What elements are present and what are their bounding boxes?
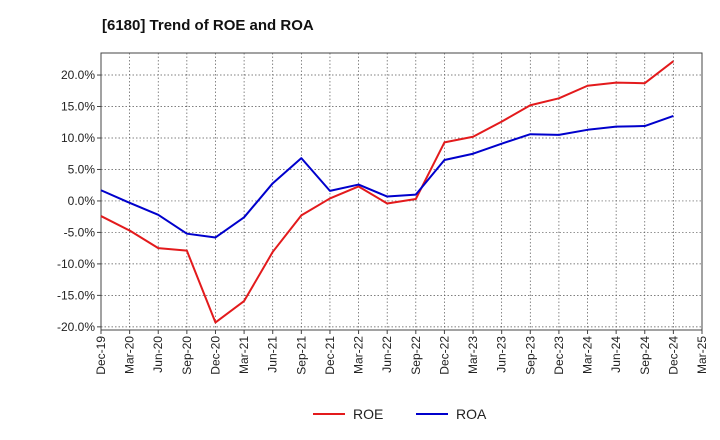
- x-tick-label: Jun-23: [495, 336, 509, 373]
- x-tick-label: Mar-22: [352, 336, 366, 374]
- x-tick-label: Mar-25: [695, 336, 709, 374]
- plot-background: [101, 53, 702, 330]
- plot-area: 20.0% 15.0% 10.0% 5.0% 0.0% -5.0% -10.0% -15.0%…: [57, 52, 709, 375]
- legend-label-roe: ROE: [353, 406, 383, 422]
- x-tick-label: Sep-22: [409, 336, 423, 375]
- x-tick-label: Sep-23: [523, 336, 537, 375]
- x-tick-label: Mar-23: [466, 336, 480, 374]
- series-line-roe: [100, 60, 674, 324]
- y-tick-label: -5.0%: [64, 225, 96, 239]
- x-tick-label: Jun-24: [609, 336, 623, 373]
- y-tick-label: 0.0%: [68, 194, 96, 208]
- series-line-roa: [100, 115, 674, 239]
- x-tick-label: Sep-21: [294, 336, 308, 375]
- x-tick-label: Dec-21: [323, 336, 337, 375]
- y-tick-label: 5.0%: [68, 162, 96, 176]
- x-tick-label: Jun-21: [266, 336, 280, 373]
- legend: ROE ROA: [313, 406, 487, 422]
- chart-title: [6180] Trend of ROE and ROA: [102, 17, 314, 34]
- x-tick-label: Sep-20: [180, 336, 194, 375]
- x-tick-label: Mar-21: [237, 336, 251, 374]
- x-tick-label: Mar-20: [123, 336, 137, 374]
- y-tick-label: 10.0%: [61, 131, 95, 145]
- x-tick-label: Dec-24: [666, 336, 680, 375]
- x-tick-label: Jun-22: [380, 336, 394, 373]
- x-tick-label: Sep-24: [638, 336, 652, 375]
- x-tick-label: Dec-22: [437, 336, 451, 375]
- y-tick-label: -10.0%: [57, 257, 95, 271]
- y-tick-label: 20.0%: [61, 68, 95, 82]
- x-tick-label: Mar-24: [581, 336, 595, 374]
- x-tick-label: Dec-19: [94, 336, 108, 375]
- x-tick-label: Dec-20: [208, 336, 222, 375]
- y-tick-label: -15.0%: [57, 288, 95, 302]
- legend-label-roa: ROA: [456, 406, 487, 422]
- x-tick-label: Dec-23: [552, 336, 566, 375]
- y-tick-label: 15.0%: [61, 100, 95, 114]
- plot-frame: [100, 52, 703, 331]
- x-tick-label: Jun-20: [151, 336, 165, 373]
- y-tick-label: -20.0%: [57, 320, 95, 334]
